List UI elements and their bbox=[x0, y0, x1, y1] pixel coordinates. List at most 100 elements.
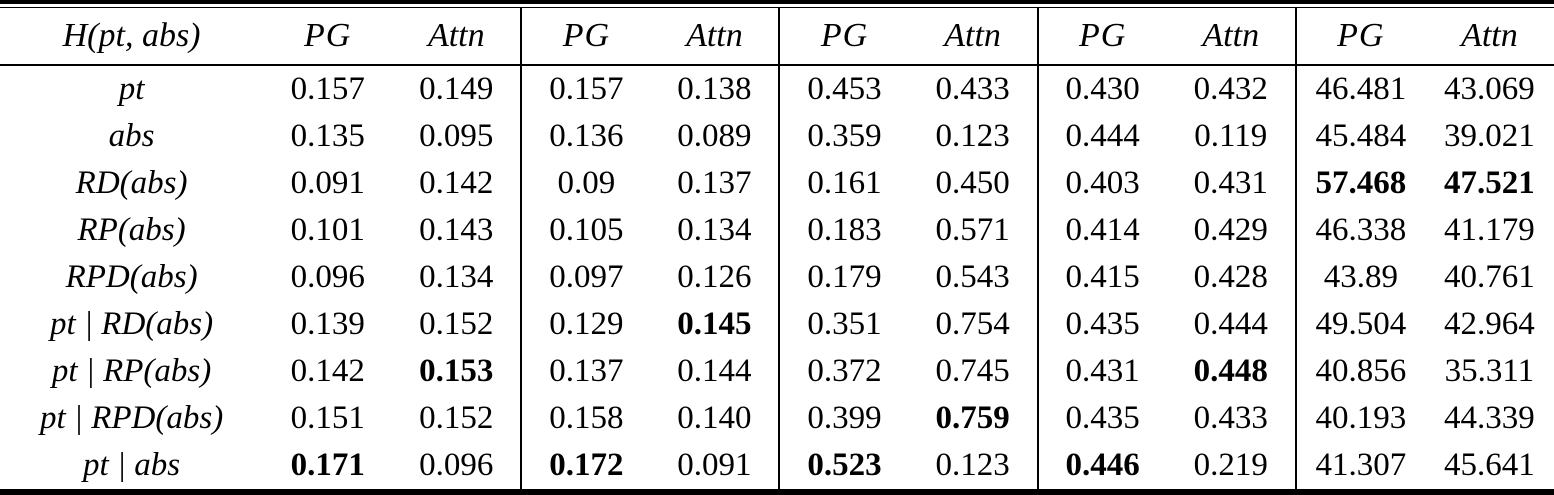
top-rule-gap bbox=[0, 4, 1554, 7]
header-attn-4: Attn bbox=[1166, 8, 1296, 66]
value-cell: 0.523 bbox=[778, 442, 909, 489]
value-cell: 0.571 bbox=[935, 212, 1010, 248]
value-cell: 0.745 bbox=[935, 353, 1010, 389]
value-cell: 0.096 bbox=[419, 447, 494, 483]
table-row: abs 0.135 0.095 0.136 0.089 0.359 0.123 0.444 0.… bbox=[0, 113, 1554, 160]
value-cell: 0.101 bbox=[290, 212, 365, 248]
value-cell: 0.089 bbox=[677, 118, 752, 154]
table-body: pt 0.157 0.149 0.157 0.138 0.453 0.433 0.430 0.4… bbox=[0, 65, 1554, 489]
row-label: pt | RP(abs) bbox=[51, 353, 212, 389]
value-cell: 0.137 bbox=[677, 165, 752, 201]
value-cell: 0.432 bbox=[1193, 71, 1268, 107]
value-cell: 57.468 bbox=[1294, 160, 1425, 207]
value-cell: 0.433 bbox=[1193, 400, 1268, 436]
results-table: H(pt, abs) PG Attn PG Attn PG Attn PG At… bbox=[0, 8, 1554, 489]
header-attn-3: Attn bbox=[908, 8, 1038, 66]
value-cell: 0.134 bbox=[419, 259, 494, 295]
value-cell: 0.179 bbox=[778, 254, 909, 301]
value-cell: 0.097 bbox=[520, 254, 651, 301]
value-cell: 0.149 bbox=[419, 71, 494, 107]
value-cell: 0.142 bbox=[419, 165, 494, 201]
row-label: pt | RD(abs) bbox=[50, 306, 214, 342]
row-label: RD(abs) bbox=[75, 165, 188, 201]
value-cell: 0.759 bbox=[935, 400, 1010, 436]
table-row: pt | abs 0.171 0.096 0.172 0.091 0.523 0.123 0.… bbox=[0, 442, 1554, 489]
value-cell: 0.431 bbox=[1193, 165, 1268, 201]
value-cell: 46.338 bbox=[1294, 207, 1425, 254]
row-label: RPD(abs) bbox=[65, 259, 198, 295]
value-cell: 0.219 bbox=[1193, 447, 1268, 483]
value-cell: 0.448 bbox=[1193, 353, 1268, 389]
header-pg-5: PG bbox=[1294, 8, 1425, 66]
value-cell: 0.153 bbox=[419, 353, 494, 389]
value-cell: 0.151 bbox=[290, 400, 365, 436]
table-row: pt | RD(abs) 0.139 0.152 0.129 0.145 0.351 0.7… bbox=[0, 301, 1554, 348]
value-cell: 0.399 bbox=[778, 395, 909, 442]
table-row: pt | RP(abs) 0.142 0.153 0.137 0.144 0.372 0.7… bbox=[0, 348, 1554, 395]
value-cell: 0.152 bbox=[419, 306, 494, 342]
table-row: RP(abs) 0.101 0.143 0.105 0.134 0.183 0.571 0.4… bbox=[0, 207, 1554, 254]
header-attn-1: Attn bbox=[392, 8, 522, 66]
value-cell: 0.158 bbox=[520, 395, 651, 442]
value-cell: 0.123 bbox=[935, 118, 1010, 154]
value-cell: 0.09 bbox=[520, 160, 651, 207]
value-cell: 49.504 bbox=[1294, 301, 1425, 348]
value-cell: 0.372 bbox=[778, 348, 909, 395]
value-cell: 40.761 bbox=[1444, 259, 1535, 295]
value-cell: 0.431 bbox=[1036, 348, 1167, 395]
value-cell: 0.143 bbox=[419, 212, 494, 248]
value-cell: 0.754 bbox=[935, 306, 1010, 342]
value-cell: 42.964 bbox=[1444, 306, 1535, 342]
row-label: pt | RPD(abs) bbox=[39, 400, 224, 436]
value-cell: 0.096 bbox=[290, 259, 365, 295]
header-row: H(pt, abs) PG Attn PG Attn PG Attn PG At… bbox=[0, 8, 1554, 66]
table-row: pt 0.157 0.149 0.157 0.138 0.453 0.433 0.430 0.4… bbox=[0, 65, 1554, 113]
value-cell: 0.446 bbox=[1036, 442, 1167, 489]
value-cell: 0.450 bbox=[935, 165, 1010, 201]
value-cell: 0.138 bbox=[677, 71, 752, 107]
value-cell: 0.172 bbox=[520, 442, 651, 489]
row-label: abs bbox=[108, 118, 155, 154]
value-cell: 0.444 bbox=[1193, 306, 1268, 342]
header-pg-1: PG bbox=[263, 8, 393, 66]
value-cell: 40.193 bbox=[1294, 395, 1425, 442]
value-cell: 0.145 bbox=[677, 306, 752, 342]
value-cell: 35.311 bbox=[1444, 353, 1535, 389]
value-cell: 0.105 bbox=[520, 207, 651, 254]
table-row: RPD(abs) 0.096 0.134 0.097 0.126 0.179 0.543 0.… bbox=[0, 254, 1554, 301]
value-cell: 0.139 bbox=[290, 306, 365, 342]
table-row: RD(abs) 0.091 0.142 0.09 0.137 0.161 0.450 0.40… bbox=[0, 160, 1554, 207]
value-cell: 0.126 bbox=[677, 259, 752, 295]
table-row: pt | RPD(abs) 0.151 0.152 0.158 0.140 0.399 0.… bbox=[0, 395, 1554, 442]
value-cell: 43.069 bbox=[1444, 71, 1535, 107]
value-cell: 0.157 bbox=[290, 71, 365, 107]
value-cell: 47.521 bbox=[1444, 165, 1535, 201]
value-cell: 40.856 bbox=[1294, 348, 1425, 395]
value-cell: 44.339 bbox=[1444, 400, 1535, 436]
value-cell: 0.435 bbox=[1036, 301, 1167, 348]
header-pg-4: PG bbox=[1036, 8, 1167, 66]
value-cell: 0.435 bbox=[1036, 395, 1167, 442]
value-cell: 0.135 bbox=[290, 118, 365, 154]
value-cell: 0.134 bbox=[677, 212, 752, 248]
value-cell: 0.144 bbox=[677, 353, 752, 389]
value-cell: 0.183 bbox=[778, 207, 909, 254]
value-cell: 0.351 bbox=[778, 301, 909, 348]
row-label: pt bbox=[118, 71, 145, 107]
header-attn-5: Attn bbox=[1424, 8, 1554, 66]
header-pg-2: PG bbox=[520, 8, 651, 66]
header-hypothesis-label: H(pt, abs) bbox=[0, 8, 264, 66]
row-label: pt | abs bbox=[83, 447, 181, 483]
header-pg-3: PG bbox=[778, 8, 909, 66]
value-cell: 0.142 bbox=[290, 353, 365, 389]
value-cell: 0.171 bbox=[290, 447, 365, 483]
top-rule-thin bbox=[0, 7, 1554, 8]
value-cell: 0.119 bbox=[1194, 118, 1268, 154]
value-cell: 0.415 bbox=[1036, 254, 1167, 301]
value-cell: 0.429 bbox=[1193, 212, 1268, 248]
value-cell: 39.021 bbox=[1444, 118, 1535, 154]
bottom-rule bbox=[0, 489, 1554, 495]
value-cell: 0.430 bbox=[1036, 65, 1167, 113]
value-cell: 0.433 bbox=[935, 71, 1010, 107]
